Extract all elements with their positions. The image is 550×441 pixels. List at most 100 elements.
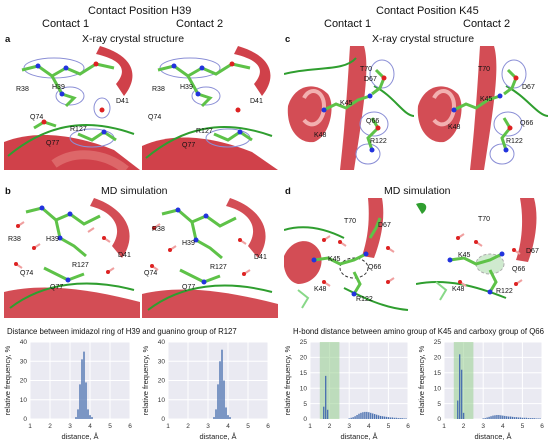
histogram-bar: [506, 416, 508, 419]
histogram-bar: [486, 417, 488, 419]
histogram-bar: [488, 416, 490, 419]
histogram-bar: [372, 413, 374, 419]
histogram-bar: [374, 414, 376, 419]
histogram-bar: [358, 413, 360, 419]
x-tick-label: 4: [88, 423, 92, 430]
histogram-bar: [377, 415, 380, 419]
histogram-bar: [509, 416, 512, 419]
h39-contact2-label: Contact 2: [176, 18, 224, 30]
md-image-d-contact1: T70 D67 K45 Q66 K48 R122: [284, 198, 414, 318]
histogram-bar: [89, 415, 91, 419]
x-axis-label: distance, Å: [199, 432, 236, 441]
histogram-bar: [403, 418, 405, 419]
y-tick-label: 40: [158, 339, 166, 346]
histogram-h39-contact2: 1 2 3 4 5 6 0 10 20 30 40 distance, Å relative frequ…: [141, 339, 270, 441]
y-tick-label: 20: [158, 378, 166, 385]
residue-label: D41: [116, 98, 129, 105]
histogram-bar: [79, 384, 81, 419]
residue-label: K45: [340, 100, 353, 107]
histogram-bar: [490, 416, 492, 419]
y-tick-label: 30: [158, 358, 166, 365]
residue-label: R127: [210, 264, 227, 271]
histogram-bar: [366, 411, 368, 419]
panel-letter-a: a: [5, 34, 11, 45]
residue-label: T70: [344, 218, 357, 225]
residue-label: T70: [478, 66, 491, 73]
residue-label: K48: [314, 286, 327, 293]
histogram-bar: [81, 359, 83, 419]
histogram-bar: [370, 412, 372, 419]
panel-letter-c: c: [285, 34, 291, 45]
histogram-bar: [389, 417, 392, 419]
residue-label: Q77: [182, 284, 196, 291]
residue-label: K45: [328, 256, 341, 263]
residue-label: R38: [8, 236, 21, 243]
y-axis-label: relative frequency, %: [283, 345, 292, 415]
histogram-bar: [85, 382, 87, 419]
x-tick-label: 2: [186, 423, 190, 430]
residue-label: H39: [180, 84, 193, 91]
x-tick-label: 4: [501, 423, 505, 430]
histogram-bar: [459, 354, 461, 419]
k45-header-title: Contact Position K45: [376, 5, 479, 17]
panel-letter-b: b: [5, 186, 11, 197]
x-tick-label: 6: [266, 423, 270, 430]
histogram-h39-contact1: 1 2 3 4 5 6 0 10 20 30 40 distance, Å relative frequ…: [3, 339, 132, 441]
y-tick-label: 40: [20, 339, 28, 346]
x-axis-label: distance, Å: [474, 432, 511, 441]
histogram-bar: [484, 418, 486, 419]
molecule-render: [284, 198, 409, 311]
hist-title-h39: Distance between imidazol ring of H39 an…: [7, 327, 237, 336]
histogram-bar: [533, 418, 535, 419]
x-tick-label: 3: [68, 423, 72, 430]
histogram-bar: [325, 375, 327, 419]
histogram-bar: [91, 417, 93, 419]
molecule-render: [416, 198, 537, 301]
x-tick-label: 3: [206, 423, 210, 430]
h39-header-title: Contact Position H39: [88, 5, 192, 17]
residue-label: R38: [152, 226, 165, 233]
x-tick-label: 4: [367, 423, 371, 430]
histogram-bar: [508, 416, 510, 419]
panel-a-title: X-ray crystal structure: [82, 33, 185, 45]
histogram-bar: [387, 417, 390, 419]
y-tick-label: 0: [161, 416, 165, 423]
residue-label: Q66: [512, 266, 526, 273]
histogram-bar: [537, 418, 539, 419]
k45-contact1-label: Contact 1: [324, 18, 372, 30]
x-tick-label: 1: [442, 423, 446, 430]
x-tick-label: 1: [166, 423, 170, 430]
histogram-bar: [77, 409, 79, 419]
highlight-band: [319, 342, 340, 419]
histogram-bar: [364, 411, 366, 419]
highlight-band: [453, 342, 474, 419]
x-tick-label: 5: [246, 423, 250, 430]
residue-label: D41: [250, 98, 263, 105]
residue-label: D67: [526, 248, 539, 255]
residue-label: Q77: [50, 284, 64, 291]
md-image-b-contact2: R38 H39 D41 Q74 R127 Q77: [142, 198, 278, 318]
histogram-bar: [326, 409, 329, 419]
residue-label: D41: [254, 254, 267, 261]
residue-label: H39: [52, 84, 65, 91]
histogram-bar: [350, 417, 352, 419]
x-tick-label: 3: [481, 423, 485, 430]
histogram-bar: [227, 415, 229, 419]
y-tick-label: 0: [437, 416, 441, 423]
residue-label: D41: [118, 252, 131, 259]
residue-label: R122: [496, 288, 513, 295]
histogram-bar: [535, 418, 537, 419]
h39-contact1-label: Contact 1: [42, 18, 90, 30]
y-axis-label: relative frequency, %: [3, 345, 12, 415]
histogram-bar: [213, 417, 215, 419]
structure-image-c-contact2: T70 D67 K45 K48 Q66 R122: [416, 46, 548, 170]
y-tick-label: 15: [434, 370, 442, 377]
x-tick-label: 1: [28, 423, 32, 430]
molecule-render: [142, 198, 278, 318]
histogram-bar: [502, 415, 504, 419]
histogram-bar: [513, 417, 516, 419]
y-tick-label: 30: [20, 358, 28, 365]
y-tick-label: 0: [23, 416, 27, 423]
y-tick-label: 20: [434, 355, 442, 362]
y-tick-label: 10: [434, 385, 442, 392]
